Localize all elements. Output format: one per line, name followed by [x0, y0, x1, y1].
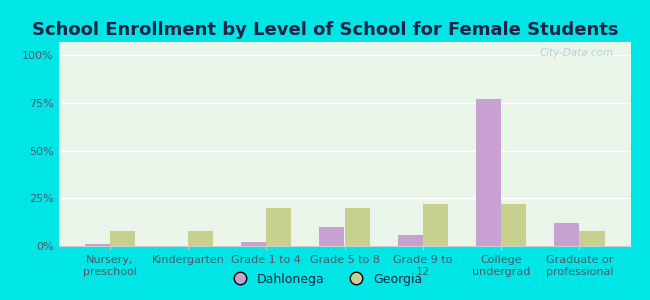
Bar [188, 231, 213, 246]
Bar [398, 235, 423, 246]
Text: School Enrollment by Level of School for Female Students: School Enrollment by Level of School for… [32, 21, 618, 39]
Bar [579, 231, 604, 246]
Bar [110, 231, 135, 246]
Bar [319, 227, 344, 246]
Bar [501, 204, 526, 246]
Text: City-Data.com: City-Data.com [540, 48, 614, 58]
Bar [554, 223, 579, 246]
Legend: Dahlonega, Georgia: Dahlonega, Georgia [222, 268, 428, 291]
Bar [344, 208, 370, 246]
Bar [476, 99, 501, 246]
Bar [266, 208, 291, 246]
Bar [241, 242, 266, 246]
Bar [84, 244, 110, 246]
Bar [422, 204, 448, 246]
